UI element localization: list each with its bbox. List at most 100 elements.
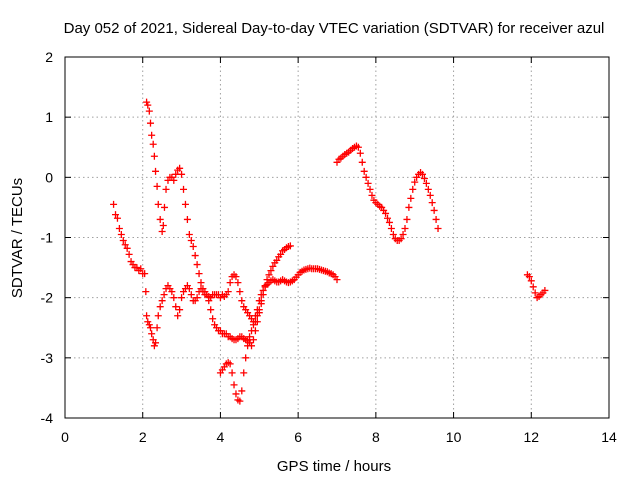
x-tick-label: 10 (446, 429, 462, 445)
data-point (251, 318, 259, 326)
data-point (156, 215, 164, 223)
data-point (154, 312, 162, 320)
data-point (240, 369, 248, 377)
data-point (244, 342, 252, 350)
x-tick-label: 4 (217, 429, 225, 445)
data-point (203, 291, 211, 299)
data-point (405, 203, 413, 211)
data-point (238, 387, 246, 395)
data-point (149, 140, 157, 148)
data-point (143, 98, 151, 106)
data-point (529, 283, 537, 291)
data-point (162, 185, 170, 193)
data-marks (110, 98, 549, 405)
data-point (160, 291, 168, 299)
data-point (144, 101, 152, 109)
data-point (181, 200, 189, 208)
data-point (158, 297, 166, 305)
data-point (191, 252, 199, 260)
y-tick-label: -4 (41, 410, 54, 426)
data-point (168, 288, 176, 296)
data-point (228, 369, 236, 377)
data-point (382, 209, 390, 217)
data-point (430, 206, 438, 214)
data-point (185, 230, 193, 238)
x-tick-label: 8 (372, 429, 380, 445)
data-point (145, 107, 153, 115)
data-point (242, 354, 250, 362)
data-point (434, 224, 442, 232)
data-point (125, 250, 133, 258)
data-series (333, 142, 442, 245)
data-point (399, 230, 407, 238)
data-point (424, 185, 432, 193)
data-point (366, 185, 374, 193)
data-point (158, 227, 166, 235)
data-point (525, 273, 533, 281)
x-tick-label: 2 (139, 429, 147, 445)
data-point (249, 336, 257, 344)
data-point (180, 185, 188, 193)
data-point (261, 282, 269, 290)
data-point (354, 143, 362, 151)
data-point (422, 179, 430, 187)
data-point (170, 176, 178, 184)
y-tick-label: -1 (41, 230, 54, 246)
data-point (253, 312, 261, 320)
data-point (368, 191, 376, 199)
data-point (263, 276, 271, 284)
data-point (148, 330, 156, 338)
data-series (110, 200, 341, 350)
data-series (216, 297, 265, 405)
data-point (142, 288, 150, 296)
data-point (150, 342, 158, 350)
data-point (248, 327, 256, 335)
data-point (418, 170, 426, 178)
data-point (232, 390, 240, 398)
data-point (152, 339, 160, 347)
data-point (176, 164, 184, 172)
data-point (257, 297, 265, 305)
data-point (420, 175, 428, 183)
grid (65, 57, 609, 418)
data-point (153, 324, 161, 332)
data-series (523, 271, 549, 302)
chart-title: Day 052 of 2021, Sidereal Day-to-day VTE… (64, 20, 605, 37)
data-point (143, 312, 151, 320)
data-point (112, 211, 120, 219)
data-point (115, 224, 123, 232)
data-point (197, 279, 205, 287)
data-point (195, 270, 203, 278)
y-tick-label: 2 (45, 49, 53, 65)
data-point (193, 261, 201, 269)
data-point (193, 294, 201, 302)
data-point (144, 318, 152, 326)
data-point (187, 237, 195, 245)
data-point (176, 306, 184, 314)
data-point (411, 178, 419, 186)
data-point (170, 294, 178, 302)
y-axis-label: SDTVAR / TECUs (9, 178, 26, 298)
data-point (286, 242, 294, 250)
x-tick-label: 12 (523, 429, 539, 445)
data-point (407, 194, 415, 202)
data-point (146, 119, 154, 127)
data-point (267, 267, 275, 275)
x-tick-label: 0 (61, 429, 69, 445)
y-tick-label: -3 (41, 350, 54, 366)
data-point (428, 199, 436, 207)
data-point (137, 265, 145, 273)
x-tick-label: 14 (601, 429, 617, 445)
data-point (113, 214, 121, 222)
data-point (236, 288, 244, 296)
axis-ticks (64, 56, 610, 419)
data-point (183, 215, 191, 223)
data-point (389, 230, 397, 238)
data-point (110, 200, 118, 208)
data-point (277, 250, 285, 258)
x-axis-label: GPS time / hours (277, 458, 391, 475)
data-point (145, 321, 153, 329)
data-point (150, 152, 158, 160)
data-point (119, 237, 127, 245)
data-point (207, 306, 215, 314)
